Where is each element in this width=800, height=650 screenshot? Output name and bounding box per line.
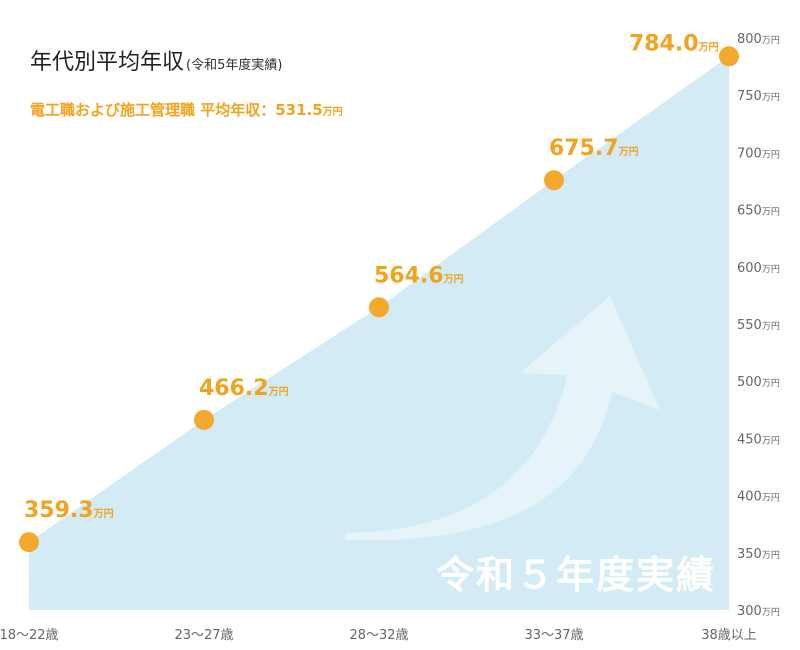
chart-title-main: 年代別平均年収: [30, 50, 185, 75]
y-tick-label: 500万円: [737, 375, 780, 390]
x-tick-label: 28〜32歳: [349, 628, 408, 643]
subtitle-text: 電工職および施工管理職 平均年収：531.5: [30, 101, 323, 119]
area-fill: [29, 56, 729, 610]
y-tick-label: 600万円: [737, 261, 780, 276]
data-label: 466.2万円: [199, 376, 289, 401]
data-point: [19, 532, 39, 553]
y-tick-label: 400万円: [737, 490, 780, 505]
chart-title-note: (令和5年度実績): [186, 58, 283, 73]
x-tick-label: 18〜22歳: [0, 628, 59, 643]
y-tick-label: 300万円: [737, 604, 780, 619]
y-tick-label: 350万円: [737, 547, 780, 562]
y-tick-label: 750万円: [737, 89, 780, 104]
y-tick-label: 450万円: [737, 432, 780, 447]
data-point: [719, 46, 739, 67]
y-tick-label: 700万円: [737, 146, 780, 161]
x-tick-label: 33〜37歳: [524, 628, 583, 643]
data-point: [194, 409, 214, 430]
x-tick-label: 23〜27歳: [174, 628, 233, 643]
chart-title: 年代別平均年収 (令和5年度実績): [30, 44, 282, 76]
data-label: 675.7万円: [549, 136, 639, 161]
data-label: 784.0万円: [629, 31, 719, 56]
subtitle-unit: 万円: [322, 107, 343, 118]
y-tick-label: 650万円: [737, 204, 780, 219]
data-label: 564.6万円: [374, 263, 464, 288]
y-tick-label: 800万円: [737, 32, 780, 47]
data-point: [369, 297, 389, 318]
chart-subtitle: 電工職および施工管理職 平均年収：531.5万円: [30, 99, 343, 120]
y-tick-label: 550万円: [737, 318, 780, 333]
curved-up-arrow-icon: [345, 296, 660, 541]
x-tick-label: 38歳以上: [701, 628, 757, 643]
watermark-text: 令和５年度実績: [436, 553, 716, 597]
data-label: 359.3万円: [24, 498, 114, 523]
data-point: [544, 170, 564, 191]
